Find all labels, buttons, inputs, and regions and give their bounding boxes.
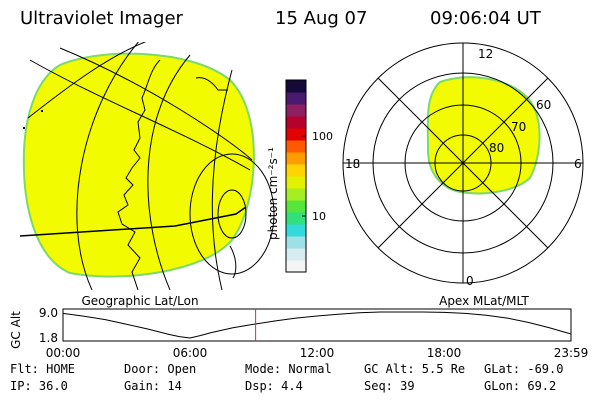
status-footer: Flt: HOME Door: Open Mode: Normal GC Alt: 5… bbox=[10, 362, 563, 393]
colorbar-tick-label: 100 bbox=[312, 130, 333, 143]
status-field: Mode: Normal bbox=[245, 362, 332, 376]
meridian-line bbox=[27, 42, 147, 119]
colorbar-swatch bbox=[286, 164, 306, 177]
status-field: Door: Open bbox=[124, 362, 196, 376]
island-marker bbox=[23, 127, 25, 129]
status-field: Flt: HOME bbox=[10, 362, 75, 376]
island-marker bbox=[41, 110, 43, 112]
status-field: GLat: -69.0 bbox=[484, 362, 563, 376]
coastline bbox=[117, 59, 161, 290]
colorbar-swatch bbox=[286, 248, 306, 261]
geographic-image-panel bbox=[20, 42, 275, 290]
colorbar-tick-label: 10 bbox=[312, 210, 326, 223]
status-field: Dsp: 4.4 bbox=[245, 379, 303, 393]
x-tick-label: 12:00 bbox=[300, 346, 335, 360]
y-tick-label-top: 9.0 bbox=[39, 306, 58, 320]
colorbar-swatch bbox=[286, 128, 306, 141]
mlat-label-60: 60 bbox=[536, 98, 551, 112]
colorbar-swatch bbox=[286, 92, 306, 105]
colorbar-swatch bbox=[286, 224, 306, 237]
meridian-line bbox=[76, 42, 140, 290]
colorbar-swatch bbox=[286, 188, 306, 201]
plot-frame bbox=[62, 308, 572, 342]
colorbar-swatch bbox=[286, 176, 306, 189]
colorbar-swatch bbox=[286, 212, 306, 225]
x-tick-label: 06:00 bbox=[173, 346, 208, 360]
colorbar-swatch bbox=[286, 104, 306, 117]
auroral-emission-region bbox=[22, 52, 255, 278]
colorbar-swatch bbox=[286, 80, 306, 93]
colorbar: 100 10 bbox=[285, 79, 333, 273]
mlt-radial-line bbox=[377, 77, 549, 249]
mlt-label-0: 0 bbox=[466, 274, 474, 288]
y-axis-label: GC Alt bbox=[9, 311, 23, 349]
instrument-title: Ultraviolet Imager bbox=[20, 8, 184, 29]
coastline bbox=[229, 245, 237, 279]
mlat-label-80: 80 bbox=[489, 141, 504, 155]
meridian-line bbox=[147, 54, 191, 290]
terminator-line bbox=[20, 206, 247, 237]
time-label: 09:06:04 UT bbox=[430, 8, 542, 29]
status-field: Seq: 39 bbox=[364, 379, 415, 393]
colorbar-swatch bbox=[286, 200, 306, 213]
x-tick-label: 18:00 bbox=[427, 346, 462, 360]
colorbar-swatch bbox=[286, 140, 306, 153]
latitude-circle bbox=[189, 153, 275, 275]
orbit-altitude-chart: 00:00 06:00 12:00 18:00 23:59 bbox=[46, 308, 589, 360]
y-tick-label-bottom: 1.8 bbox=[39, 331, 58, 345]
status-field: IP: 36.0 bbox=[10, 379, 68, 393]
date-label: 15 Aug 07 bbox=[275, 8, 367, 29]
x-tick-label: 00:00 bbox=[46, 346, 81, 360]
apex-polar-panel: 12 18 6 0 60 70 80 bbox=[342, 42, 584, 288]
mlat-label-70: 70 bbox=[511, 120, 526, 134]
colorbar-unit-label: photon cm⁻²s⁻¹ bbox=[266, 147, 280, 240]
geographic-caption: Geographic Lat/Lon bbox=[81, 294, 198, 308]
apex-caption: Apex MLat/MLT bbox=[439, 294, 529, 308]
colorbar-swatch bbox=[286, 116, 306, 129]
status-field: Gain: 14 bbox=[124, 379, 182, 393]
colorbar-swatch bbox=[286, 236, 306, 249]
mlt-label-6: 6 bbox=[574, 157, 582, 171]
altitude-series-line bbox=[62, 311, 572, 339]
auroral-oval-region bbox=[426, 76, 541, 195]
latitude-circle bbox=[217, 189, 247, 239]
x-tick-label: 23:59 bbox=[554, 346, 589, 360]
latitude-arc bbox=[59, 47, 253, 161]
colorbar-swatch bbox=[286, 260, 306, 273]
status-field: GC Alt: 5.5 Re bbox=[364, 362, 465, 376]
mlt-label-18: 18 bbox=[345, 157, 360, 171]
coastline bbox=[195, 77, 228, 91]
mlt-label-12: 12 bbox=[478, 47, 493, 61]
colorbar-frame bbox=[285, 79, 307, 273]
status-field: GLon: 69.2 bbox=[484, 379, 556, 393]
colorbar-swatch bbox=[286, 152, 306, 165]
